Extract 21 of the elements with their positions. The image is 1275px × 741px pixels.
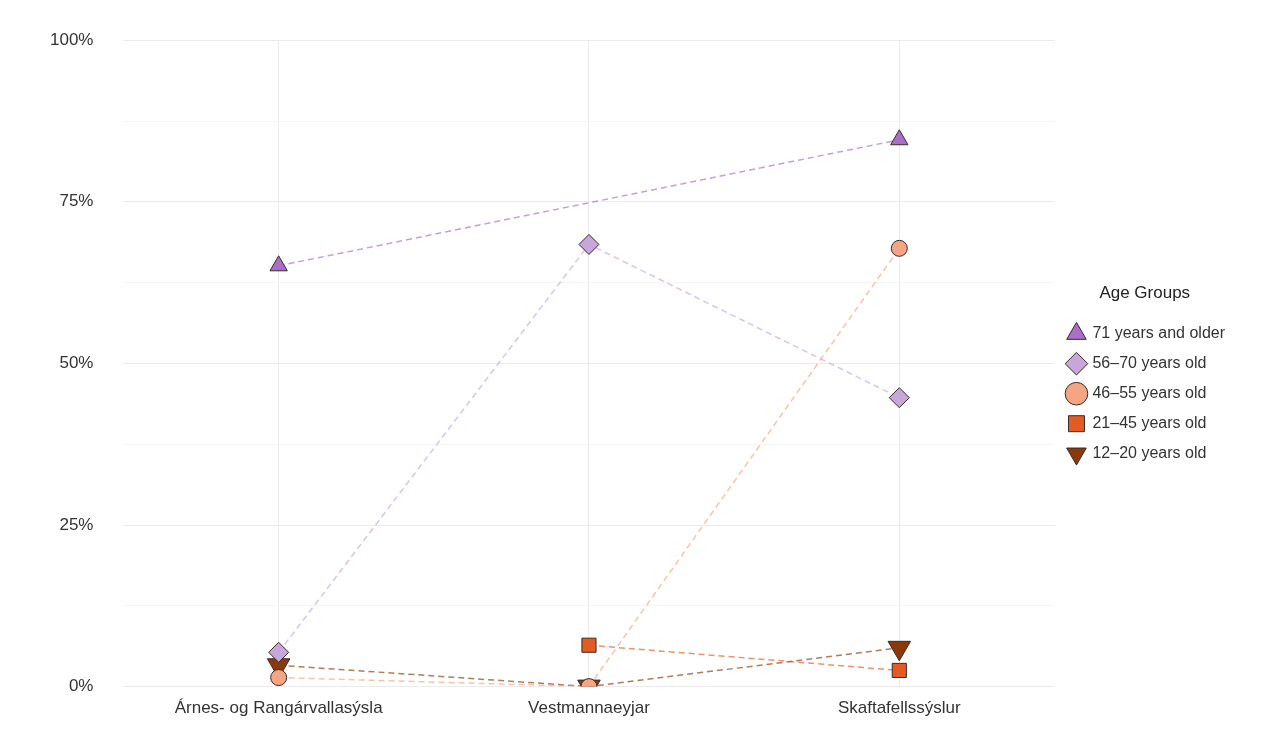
legend-label: 71 years and older bbox=[1092, 324, 1226, 342]
y-tick-label: 25% bbox=[59, 514, 94, 534]
legend-label: 56–70 years old bbox=[1092, 354, 1207, 372]
x-tick-label: Árnes- og Rangárvallasýsla bbox=[174, 698, 384, 718]
point bbox=[268, 641, 290, 663]
point bbox=[888, 387, 910, 409]
legend-label: 46–55 years old bbox=[1092, 384, 1207, 402]
legend-label: 12–20 years old bbox=[1092, 444, 1207, 462]
point bbox=[270, 669, 288, 687]
point bbox=[891, 662, 907, 679]
point bbox=[890, 239, 908, 257]
legend-label: 21–45 years old bbox=[1092, 414, 1207, 432]
legend-title: Age Groups bbox=[1099, 283, 1191, 303]
x-tick-label: Vestmannaeyjar bbox=[528, 698, 651, 718]
x-tick-label: Skaftafellssýslur bbox=[837, 698, 962, 718]
point bbox=[578, 233, 600, 255]
point bbox=[581, 637, 597, 653]
y-tick-label: 0% bbox=[68, 676, 94, 696]
y-tick-label: 75% bbox=[59, 191, 94, 211]
y-tick-label: 100% bbox=[50, 29, 94, 49]
y-tick-label: 50% bbox=[59, 353, 94, 373]
